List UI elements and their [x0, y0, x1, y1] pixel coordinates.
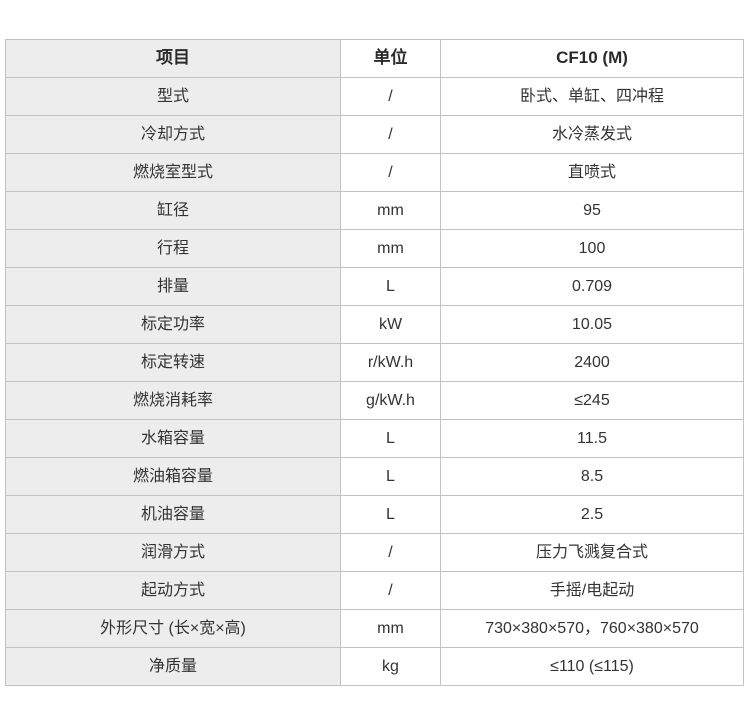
spec-value: 水冷蒸发式	[440, 115, 744, 154]
table-row: 缸径 mm 95	[5, 191, 744, 230]
table-row: 燃油箱容量 L 8.5	[5, 457, 744, 496]
spec-item: 排量	[5, 267, 341, 306]
spec-value: 2400	[440, 343, 744, 382]
col-header-model: CF10 (M)	[440, 39, 744, 78]
spec-unit: mm	[340, 191, 441, 230]
spec-unit: kW	[340, 305, 441, 344]
spec-value: 8.5	[440, 457, 744, 496]
table-row: 标定功率 kW 10.05	[5, 305, 744, 344]
table-row: 标定转速 r/kW.h 2400	[5, 343, 744, 382]
spec-unit: L	[340, 267, 441, 306]
spec-item: 外形尺寸 (长×宽×高)	[5, 609, 341, 648]
spec-item: 型式	[5, 77, 341, 116]
table-row: 起动方式 / 手摇/电起动	[5, 571, 744, 610]
spec-unit: g/kW.h	[340, 381, 441, 420]
spec-unit: /	[340, 77, 441, 116]
table-row: 燃烧室型式 / 直喷式	[5, 153, 744, 192]
spec-unit: L	[340, 419, 441, 458]
spec-unit: r/kW.h	[340, 343, 441, 382]
spec-value: 10.05	[440, 305, 744, 344]
spec-value: 0.709	[440, 267, 744, 306]
spec-value: 100	[440, 229, 744, 268]
spec-unit: mm	[340, 609, 441, 648]
table-header-row: 项目 单位 CF10 (M)	[5, 39, 744, 78]
spec-unit: L	[340, 495, 441, 534]
spec-unit: mm	[340, 229, 441, 268]
spec-value: ≤110 (≤115)	[440, 647, 744, 686]
spec-value: 2.5	[440, 495, 744, 534]
spec-item: 润滑方式	[5, 533, 341, 572]
spec-unit: /	[340, 153, 441, 192]
spec-item: 冷却方式	[5, 115, 341, 154]
spec-item: 行程	[5, 229, 341, 268]
spec-value: 730×380×570，760×380×570	[440, 609, 744, 648]
spec-item: 净质量	[5, 647, 341, 686]
spec-value: 95	[440, 191, 744, 230]
table-row: 净质量 kg ≤110 (≤115)	[5, 647, 744, 686]
spec-unit: /	[340, 115, 441, 154]
spec-unit: L	[340, 457, 441, 496]
table-row: 行程 mm 100	[5, 229, 744, 268]
table-row: 机油容量 L 2.5	[5, 495, 744, 534]
spec-item: 燃烧消耗率	[5, 381, 341, 420]
spec-item: 水箱容量	[5, 419, 341, 458]
spec-unit: /	[340, 571, 441, 610]
table-row: 润滑方式 / 压力飞溅复合式	[5, 533, 744, 572]
table-row: 型式 / 卧式、单缸、四冲程	[5, 77, 744, 116]
col-header-item: 项目	[5, 39, 341, 78]
spec-item: 标定转速	[5, 343, 341, 382]
spec-unit: /	[340, 533, 441, 572]
spec-value: 卧式、单缸、四冲程	[440, 77, 744, 116]
spec-item: 燃油箱容量	[5, 457, 341, 496]
spec-item: 起动方式	[5, 571, 341, 610]
spec-value: 11.5	[440, 419, 744, 458]
table-row: 外形尺寸 (长×宽×高) mm 730×380×570，760×380×570	[5, 609, 744, 648]
col-header-unit: 单位	[340, 39, 441, 78]
table-row: 水箱容量 L 11.5	[5, 419, 744, 458]
spec-value: ≤245	[440, 381, 744, 420]
spec-value: 手摇/电起动	[440, 571, 744, 610]
table-row: 燃烧消耗率 g/kW.h ≤245	[5, 381, 744, 420]
table-row: 排量 L 0.709	[5, 267, 744, 306]
spec-item: 燃烧室型式	[5, 153, 341, 192]
engine-spec-table: 项目 单位 CF10 (M) 型式 / 卧式、单缸、四冲程 冷却方式 / 水冷蒸…	[5, 39, 744, 686]
spec-item: 缸径	[5, 191, 341, 230]
spec-value: 直喷式	[440, 153, 744, 192]
table-row: 冷却方式 / 水冷蒸发式	[5, 115, 744, 154]
spec-item: 机油容量	[5, 495, 341, 534]
spec-value: 压力飞溅复合式	[440, 533, 744, 572]
spec-item: 标定功率	[5, 305, 341, 344]
spec-unit: kg	[340, 647, 441, 686]
